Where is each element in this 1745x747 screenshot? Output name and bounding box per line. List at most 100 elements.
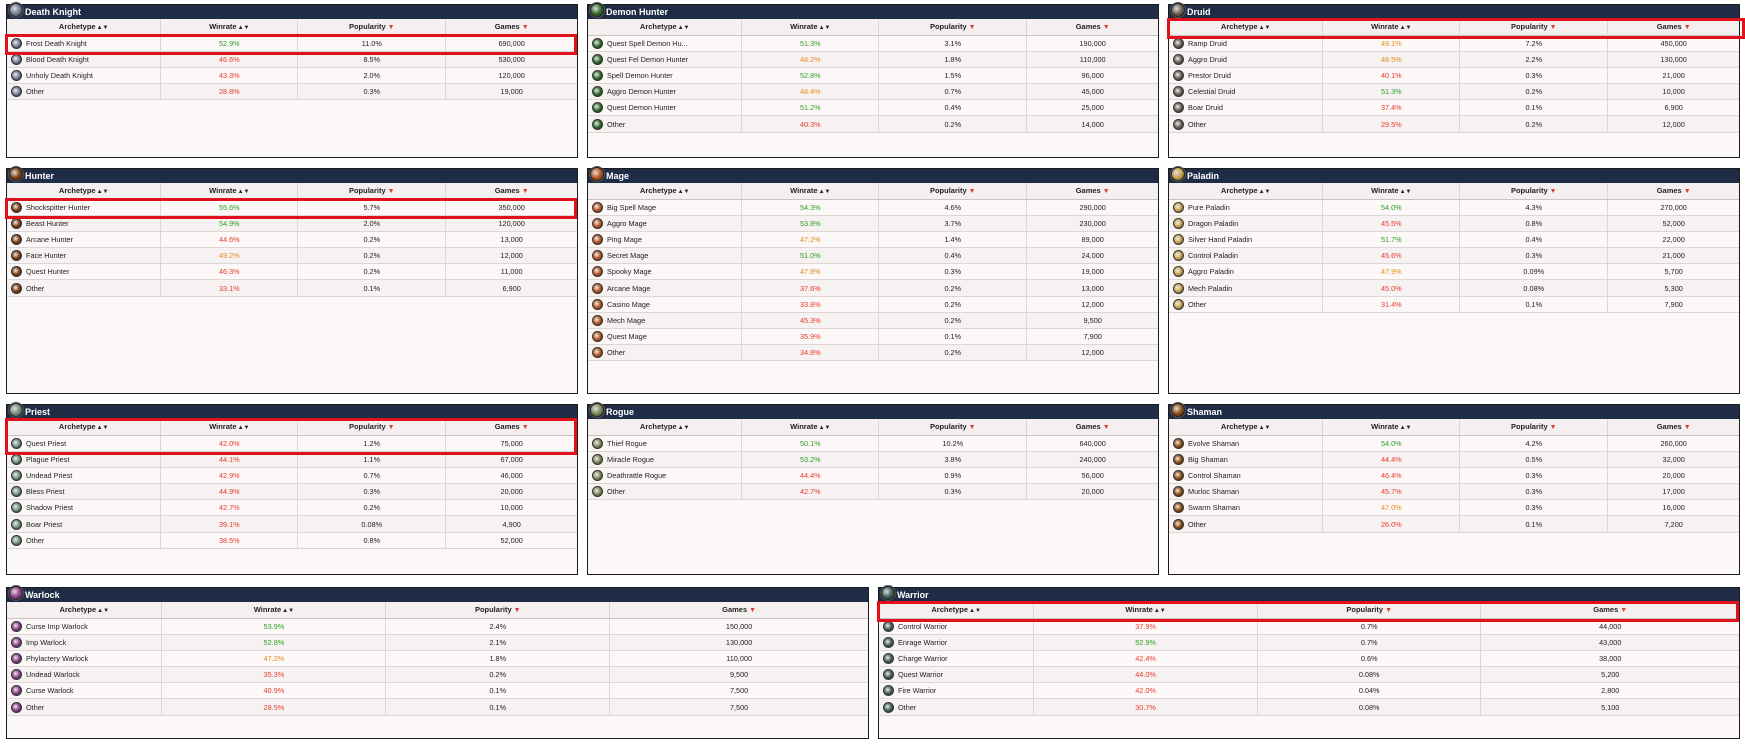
table-row[interactable]: Blood Death Knight 46.6% 8.5% 530,000 [7, 51, 577, 68]
table-row[interactable]: Boar Priest 39.1% 0.08% 4,900 [7, 515, 577, 533]
archetype-cell[interactable]: Quest Spell Demon Hu... [588, 35, 742, 52]
archetype-cell[interactable]: Other [588, 483, 742, 501]
archetype-name[interactable]: Aggro Druid [1188, 54, 1227, 64]
archetype-name[interactable]: Other [26, 87, 45, 97]
archetype-name[interactable]: Dragon Paladin [1188, 218, 1239, 228]
archetype-cell[interactable]: Other [1169, 515, 1323, 533]
archetype-cell[interactable]: Other [588, 115, 742, 133]
table-row[interactable]: Undead Warlock 35.3% 0.2% 9,500 [7, 666, 868, 684]
sort-desc-icon[interactable]: ▼ [513, 607, 521, 615]
archetype-name[interactable]: Ramp Druid [1188, 38, 1227, 48]
archetype-cell[interactable]: Swarm Shaman [1169, 499, 1323, 517]
archetype-name[interactable]: Ping Mage [607, 234, 642, 244]
archetype-cell[interactable]: Control Shaman [1169, 467, 1323, 485]
table-row[interactable]: Other 38.5% 0.8% 52,000 [7, 532, 577, 549]
archetype-cell[interactable]: Secret Mage [588, 247, 742, 265]
archetype-cell[interactable]: Other [588, 344, 742, 362]
archetype-name[interactable]: Enrage Warrior [898, 637, 948, 647]
sort-toggle-icon[interactable]: ▲▼ [237, 189, 250, 196]
sort-toggle-icon[interactable]: ▲▼ [1399, 189, 1412, 196]
sort-toggle-icon[interactable]: ▲▼ [818, 25, 831, 32]
archetype-name[interactable]: Aggro Demon Hunter [607, 87, 676, 97]
sort-toggle-icon[interactable]: ▲▼ [97, 608, 110, 615]
archetype-cell[interactable]: Quest Mage [588, 328, 742, 346]
archetype-cell[interactable]: Quest Priest [7, 435, 161, 452]
table-row[interactable]: Control Shaman 46.4% 0.3% 20,000 [1169, 467, 1739, 485]
archetype-name[interactable]: Quest Priest [26, 438, 67, 448]
popularity-column-header[interactable]: Popularity ▼ [878, 19, 1027, 36]
table-row[interactable]: Other 30.7% 0.08% 5,100 [879, 698, 1739, 716]
archetype-cell[interactable]: Quest Demon Hunter [588, 99, 742, 117]
sort-desc-icon[interactable]: ▼ [1549, 188, 1557, 196]
archetype-column-header[interactable]: Archetype▲▼ [879, 602, 1034, 619]
table-row[interactable]: Undead Priest 42.9% 0.7% 46,000 [7, 467, 577, 485]
sort-toggle-icon[interactable]: ▲▼ [677, 425, 690, 432]
archetype-column-header[interactable]: Archetype▲▼ [7, 419, 161, 436]
table-row[interactable]: Curse Imp Warlock 53.9% 2.4% 150,000 [7, 618, 868, 635]
table-row[interactable]: Mech Paladin 45.0% 0.08% 5,300 [1169, 279, 1739, 297]
games-column-header[interactable]: Games ▼ [1026, 419, 1158, 436]
sort-desc-icon[interactable]: ▼ [968, 24, 976, 32]
games-column-header[interactable]: Games ▼ [1480, 602, 1739, 619]
archetype-column-header[interactable]: Archetype▲▼ [7, 602, 162, 619]
archetype-name[interactable]: Silver Hand Paladin [1188, 234, 1253, 244]
table-row[interactable]: Charge Warrior 42.4% 0.6% 38,000 [879, 650, 1739, 668]
table-row[interactable]: Ping Mage 47.2% 1.4% 89,000 [588, 231, 1158, 249]
table-row[interactable]: Big Shaman 44.4% 0.5% 32,000 [1169, 451, 1739, 468]
archetype-name[interactable]: Charge Warrior [898, 653, 948, 663]
winrate-column-header[interactable]: Winrate▲▼ [161, 602, 386, 619]
table-row[interactable]: Ramp Druid 49.1% 7.2% 450,000 [1169, 35, 1739, 52]
sort-toggle-icon[interactable]: ▲▼ [1399, 425, 1412, 432]
archetype-cell[interactable]: Dragon Paladin [1169, 215, 1323, 232]
archetype-cell[interactable]: Curse Warlock [7, 682, 162, 700]
table-row[interactable]: Frost Death Knight 52.9% 11.0% 690,000 [7, 35, 577, 52]
table-row[interactable]: Other 40.3% 0.2% 14,000 [588, 115, 1158, 133]
table-row[interactable]: Quest Spell Demon Hu... 51.3% 3.1% 190,000 [588, 35, 1158, 52]
table-row[interactable]: Prestor Druid 40.1% 0.3% 21,000 [1169, 67, 1739, 85]
table-row[interactable]: Fire Warrior 42.0% 0.04% 2,800 [879, 682, 1739, 700]
archetype-name[interactable]: Quest Spell Demon Hu... [607, 38, 688, 48]
sort-desc-icon[interactable]: ▼ [1102, 24, 1110, 32]
archetype-name[interactable]: Control Paladin [1188, 251, 1238, 261]
archetype-cell[interactable]: Ping Mage [588, 231, 742, 249]
archetype-cell[interactable]: Ramp Druid [1169, 35, 1323, 52]
popularity-column-header[interactable]: Popularity ▼ [1459, 19, 1608, 36]
archetype-cell[interactable]: Arcane Mage [588, 279, 742, 297]
archetype-cell[interactable]: Phylactery Warlock [7, 650, 162, 668]
sort-desc-icon[interactable]: ▼ [521, 24, 529, 32]
archetype-cell[interactable]: Pure Paladin [1169, 199, 1323, 216]
games-column-header[interactable]: Games ▼ [445, 419, 577, 436]
archetype-cell[interactable]: Other [879, 698, 1034, 716]
archetype-cell[interactable]: Big Spell Mage [588, 199, 742, 216]
archetype-name[interactable]: Celestial Druid [1188, 87, 1236, 97]
sort-toggle-icon[interactable]: ▲▼ [677, 189, 690, 196]
archetype-cell[interactable]: Plague Priest [7, 451, 161, 468]
archetype-column-header[interactable]: Archetype▲▼ [1169, 419, 1323, 436]
archetype-cell[interactable]: Other [7, 532, 161, 549]
archetype-cell[interactable]: Face Hunter [7, 247, 161, 265]
winrate-column-header[interactable]: Winrate▲▼ [160, 183, 298, 200]
winrate-column-header[interactable]: Winrate▲▼ [1322, 19, 1460, 36]
popularity-column-header[interactable]: Popularity ▼ [878, 183, 1027, 200]
archetype-cell[interactable]: Other [7, 83, 161, 101]
archetype-cell[interactable]: Arcane Hunter [7, 231, 161, 249]
sort-toggle-icon[interactable]: ▲▼ [1258, 25, 1271, 32]
archetype-cell[interactable]: Charge Warrior [879, 650, 1034, 668]
table-row[interactable]: Arcane Mage 37.6% 0.2% 13,000 [588, 279, 1158, 297]
archetype-cell[interactable]: Boar Priest [7, 515, 161, 533]
table-row[interactable]: Other 28.5% 0.1% 7,500 [7, 698, 868, 716]
sort-toggle-icon[interactable]: ▲▼ [1399, 25, 1412, 32]
table-row[interactable]: Aggro Druid 48.5% 2.2% 130,000 [1169, 51, 1739, 68]
table-row[interactable]: Aggro Mage 53.8% 3.7% 230,000 [588, 215, 1158, 232]
table-row[interactable]: Spell Demon Hunter 52.8% 1.5% 96,000 [588, 67, 1158, 85]
archetype-cell[interactable]: Aggro Paladin [1169, 263, 1323, 281]
winrate-column-header[interactable]: Winrate▲▼ [1322, 183, 1460, 200]
sort-toggle-icon[interactable]: ▲▼ [96, 25, 109, 32]
table-row[interactable]: Quest Fel Demon Hunter 48.2% 1.8% 110,000 [588, 51, 1158, 68]
archetype-cell[interactable]: Evolve Shaman [1169, 435, 1323, 452]
winrate-column-header[interactable]: Winrate▲▼ [741, 183, 879, 200]
archetype-name[interactable]: Boar Priest [26, 519, 63, 529]
sort-desc-icon[interactable]: ▼ [1683, 424, 1691, 432]
archetype-name[interactable]: Other [607, 487, 626, 497]
sort-desc-icon[interactable]: ▼ [968, 424, 976, 432]
